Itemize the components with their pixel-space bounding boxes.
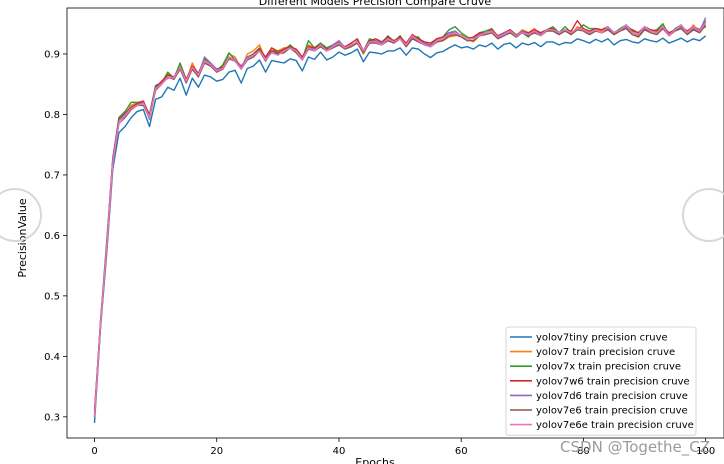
series-line-1: [93, 35, 707, 423]
series-line-4: [93, 20, 707, 411]
y-tick-label: 0.5: [44, 291, 60, 302]
x-tick-label: 60: [455, 446, 468, 457]
series-line-7: [93, 22, 707, 417]
legend-label: yolov7e6 train precision cruve: [536, 406, 688, 417]
legend-label: yolov7w6 train precision cruve: [536, 376, 690, 387]
watermark-text: CSDN @Togethe_CZ: [560, 438, 710, 456]
legend-label: yolov7tiny precision cruve: [536, 333, 668, 344]
x-tick-label: 20: [210, 446, 223, 457]
x-axis-label: Epochs: [355, 456, 395, 464]
y-tick-label: 0.8: [44, 110, 60, 121]
plot-frame: [66, 7, 724, 439]
plot-area: [66, 7, 724, 439]
legend-label: yolov7d6 train precision cruve: [536, 391, 688, 402]
y-tick-label: 0.6: [44, 231, 60, 242]
legend-label: yolov7e6e train precision cruve: [536, 420, 694, 431]
legend-label: yolov7 train precision cruve: [536, 347, 675, 358]
x-tick-label: 80: [577, 446, 590, 457]
x-tick-label: 0: [91, 446, 97, 457]
y-tick-label: 0.4: [44, 352, 60, 363]
watermark-circle-left-icon: [0, 188, 42, 242]
y-tick-label: 0.7: [44, 170, 60, 181]
legend: yolov7tiny precision cruve yolov7 train p…: [505, 326, 697, 436]
y-tick-label: 0.9: [44, 49, 60, 60]
y-axis: 0.3 0.4 0.5 0.6 0.7 0.8 0.9: [44, 49, 67, 423]
chart-title: Different Models Precision Compare Cruve: [259, 0, 492, 8]
x-tick-label: 100: [696, 446, 715, 457]
y-tick-label: 0.3: [44, 412, 60, 423]
legend-label: yolov7x train precision cruve: [536, 362, 681, 373]
x-tick-label: 40: [333, 446, 346, 457]
legend-frame: [505, 326, 697, 436]
watermark-circle-right-icon: [682, 188, 724, 242]
x-axis: 0 20 40 60 80 100: [91, 438, 715, 457]
